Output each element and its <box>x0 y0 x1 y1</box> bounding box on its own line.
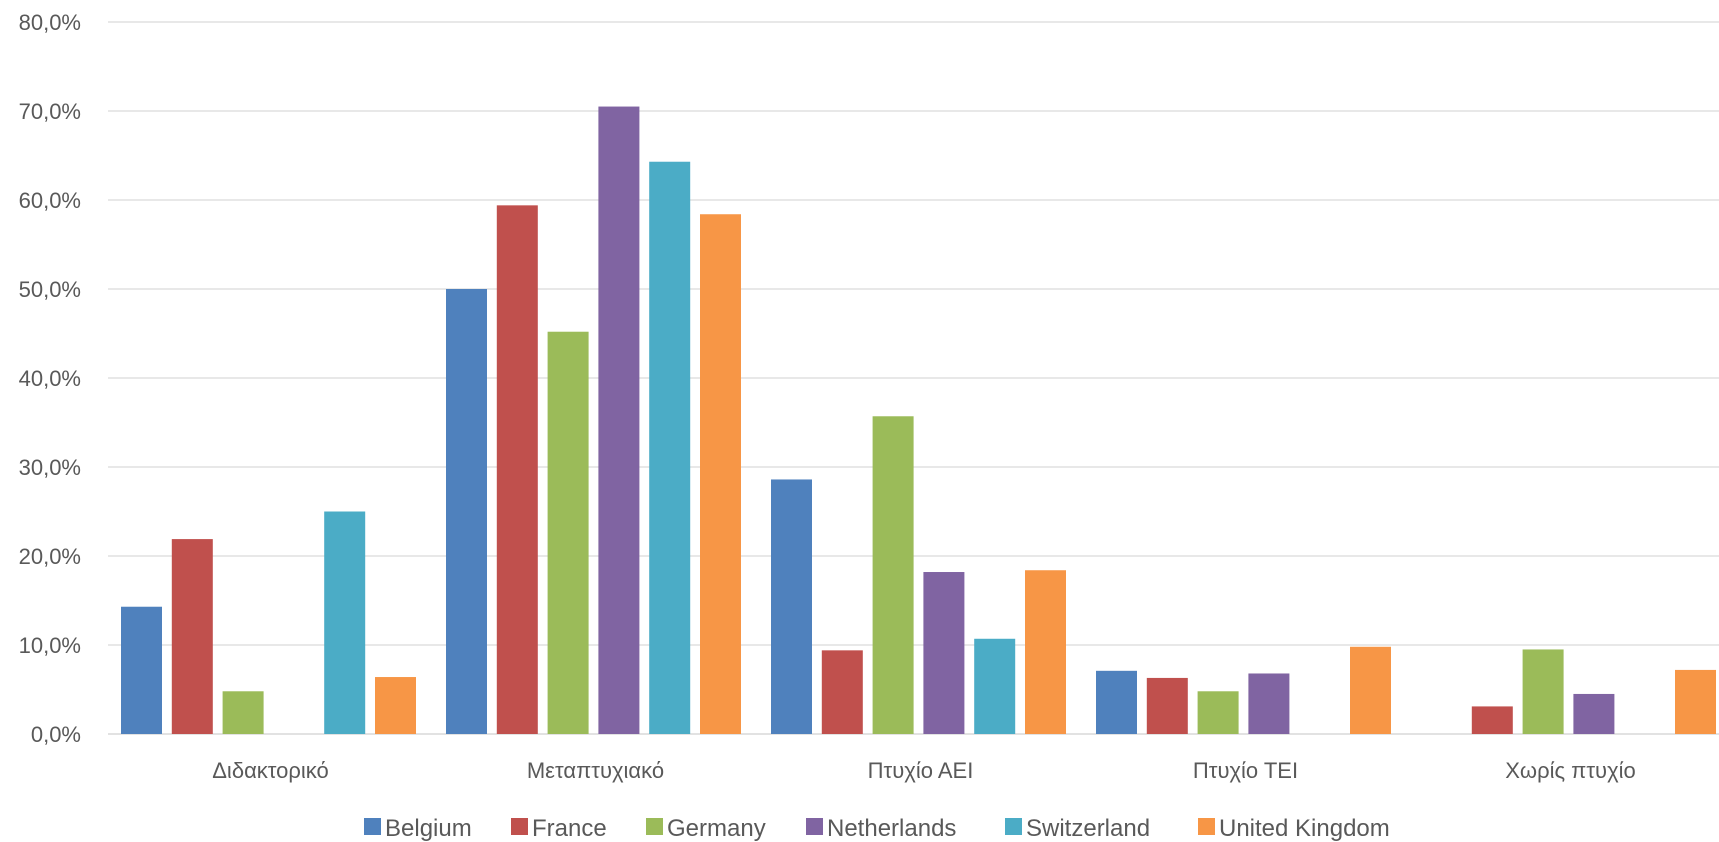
legend-label: Belgium <box>385 815 472 842</box>
y-tick-label: 70,0% <box>19 99 81 124</box>
bar-switzerland <box>324 511 366 734</box>
y-axis-ticks: 0,0% 10,0% 20,0% 30,0% 40,0% 50,0% 60,0% 70,0% 8… <box>19 10 81 747</box>
bar-netherlands <box>1573 693 1615 734</box>
bar-germany <box>872 416 914 734</box>
y-tick-label: 80,0% <box>19 10 81 35</box>
bar-france <box>1471 706 1513 734</box>
bar-netherlands <box>1248 673 1290 734</box>
bar-united-kingdom <box>700 214 741 735</box>
y-tick-label: 60,0% <box>19 188 81 213</box>
legend-swatch <box>1005 818 1022 835</box>
bar-netherlands <box>923 572 965 734</box>
legend-label: Switzerland <box>1026 815 1150 842</box>
legend-item: Switzerland <box>1005 815 1150 842</box>
x-category-label: Πτυχίο ΤΕΙ <box>1193 758 1298 783</box>
x-category-label: Διδακτορικό <box>212 758 329 783</box>
bar-netherlands <box>598 106 640 735</box>
x-category-label: Πτυχίο ΑΕΙ <box>868 758 974 783</box>
gridlines <box>108 21 1719 735</box>
legend-label: Germany <box>667 815 766 842</box>
bar-switzerland <box>974 638 1016 734</box>
legend-swatch <box>1198 818 1215 835</box>
x-category-label: Χωρίς πτυχίο <box>1505 758 1636 783</box>
legend-item: Netherlands <box>806 815 956 842</box>
y-tick-label: 20,0% <box>19 544 81 569</box>
legend-label: Netherlands <box>827 815 956 842</box>
bar-united-kingdom <box>1350 646 1391 734</box>
bar-switzerland <box>649 161 691 735</box>
y-tick-label: 40,0% <box>19 366 81 391</box>
bar-germany <box>222 691 264 734</box>
bar-united-kingdom <box>1025 570 1066 734</box>
y-tick-label: 50,0% <box>19 277 81 302</box>
y-tick-label: 10,0% <box>19 633 81 658</box>
legend-swatch <box>364 818 381 835</box>
bar-germany <box>547 331 589 734</box>
legend-label: United Kingdom <box>1219 815 1390 842</box>
bar-belgium <box>121 606 162 734</box>
bar-france <box>171 539 213 734</box>
bar-belgium <box>771 479 812 734</box>
legend-item: United Kingdom <box>1198 815 1390 842</box>
bar-france <box>1146 677 1188 734</box>
bar-united-kingdom <box>1675 669 1716 734</box>
y-tick-label: 30,0% <box>19 455 81 480</box>
legend-swatch <box>806 818 823 835</box>
legend: Belgium France Germany Netherlands Switzerla… <box>364 815 1390 842</box>
legend-swatch <box>646 818 663 835</box>
legend-item: Belgium <box>364 815 472 842</box>
bar-france <box>496 205 538 735</box>
bar-belgium <box>446 289 487 734</box>
x-axis: Διδακτορικό Μεταπτυχιακό Πτυχίο ΑΕΙ Πτυχίο … <box>212 758 1636 783</box>
x-category-label: Μεταπτυχιακό <box>527 758 664 783</box>
legend-swatch <box>511 818 528 835</box>
bars <box>121 106 1716 735</box>
legend-item: Germany <box>646 815 766 842</box>
bar-germany <box>1197 691 1239 734</box>
bar-united-kingdom <box>375 677 416 734</box>
bar-belgium <box>1096 670 1137 734</box>
y-tick-label: 0,0% <box>31 722 81 747</box>
bar-france <box>821 650 863 734</box>
legend-item: France <box>511 815 607 842</box>
legend-label: France <box>532 815 607 842</box>
bar-germany <box>1522 649 1564 734</box>
